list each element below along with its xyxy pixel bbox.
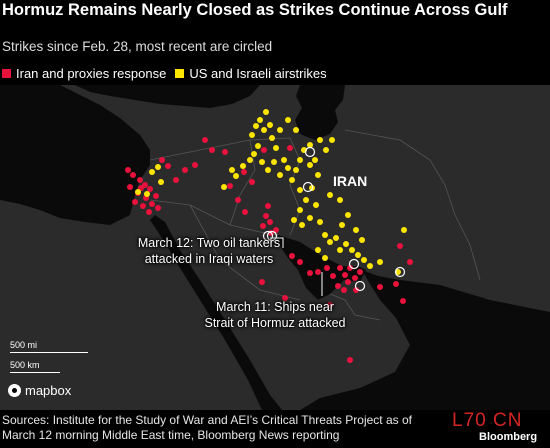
legend-swatch-iran [2,69,11,78]
mapbox-logo-icon [8,384,21,397]
annotation-march11: March 11: Ships near Strait of Hormuz at… [204,300,346,330]
persian-gulf [278,235,366,300]
caspian-sea [295,85,345,140]
bloomberg-logo: Bloomberg [479,431,538,443]
arabian-sea [300,270,550,410]
scale-label-km: 500 km [10,360,40,370]
map-label-iran: IRAN [333,173,367,189]
chart-header: Hormuz Remains Nearly Closed as Strikes … [0,0,550,85]
mapbox-attribution[interactable]: mapbox [8,383,71,398]
mapbox-label: mapbox [25,383,72,398]
legend-item-iran: Iran and proxies response [2,66,166,81]
annotation-march12: March 12: Two oil tankers attacked in Ir… [137,236,281,266]
us-israel-strikes [135,109,407,278]
annotation-leaders [270,237,323,296]
legend: Iran and proxies response US and Israeli… [2,66,336,81]
legend-item-us: US and Israeli airstrikes [175,66,327,81]
source-note: Sources: Institute for the Study of War … [2,413,412,442]
chart-subtitle: Strikes since Feb. 28, most recent are c… [2,39,273,54]
watermark: L70 CN [452,410,523,431]
scale-label-mi: 500 mi [10,340,38,350]
map[interactable]: IRAN [0,85,550,410]
scale-bar-km [10,372,60,373]
legend-label-us: US and Israeli airstrikes [189,66,327,81]
iran-strikes [125,137,413,363]
mediterranean-sea [0,85,150,225]
scale-bar-mi [10,352,88,353]
legend-swatch-us [175,69,185,78]
black-sea [75,85,260,108]
chart-title: Hormuz Remains Nearly Closed as Strikes … [2,1,508,19]
legend-label-iran: Iran and proxies response [16,66,167,81]
red-sea [150,215,282,410]
